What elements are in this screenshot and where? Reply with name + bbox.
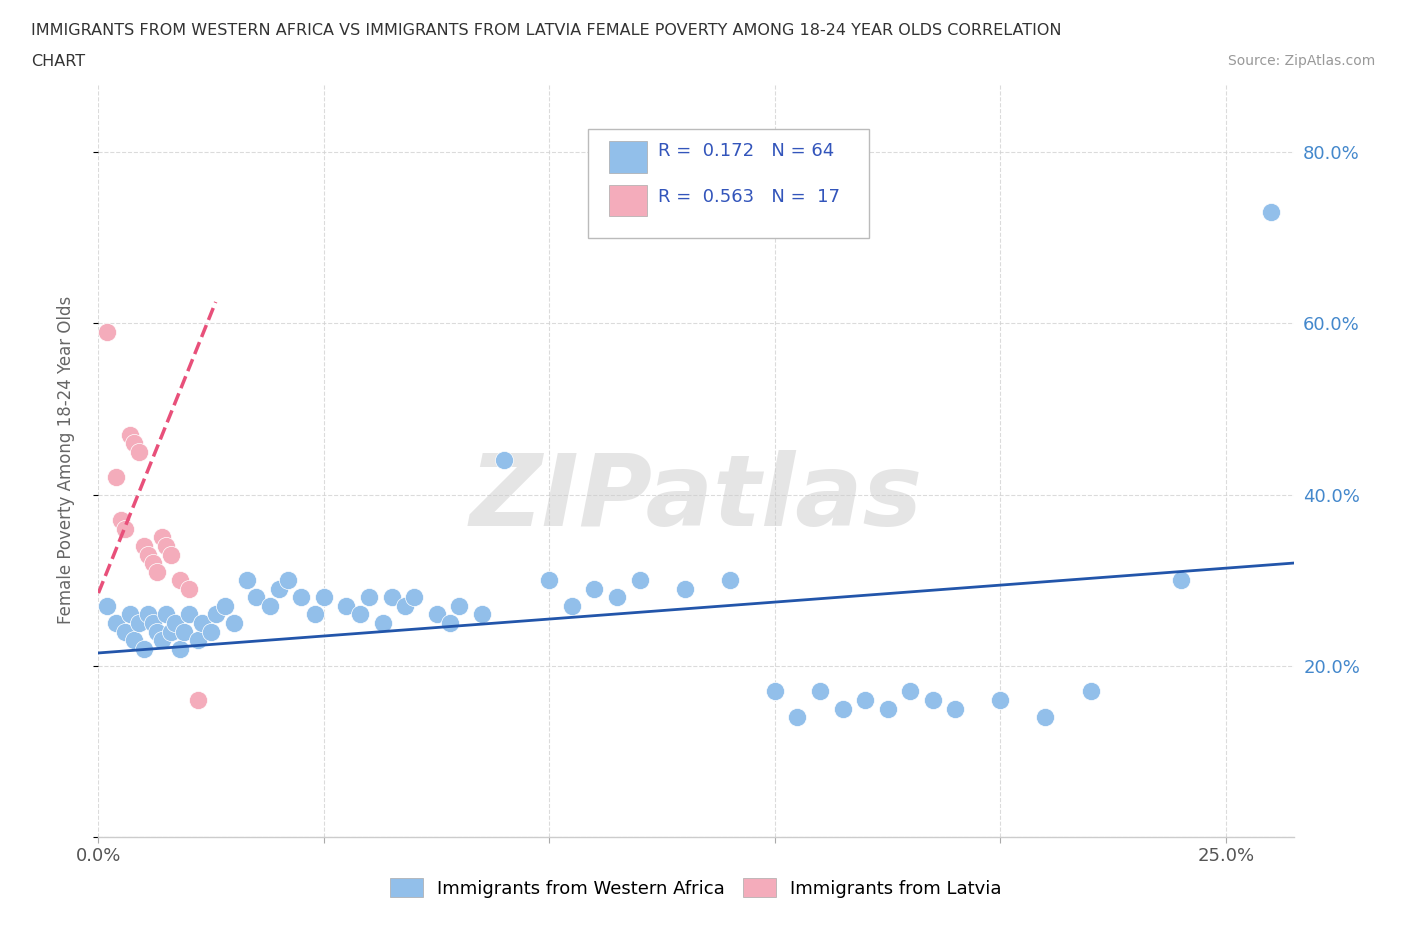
Point [426,607,449,622]
Point [200,624,222,639]
Point [118,427,141,442]
Point [155,607,177,622]
Point [628,573,651,588]
Point [132,642,155,657]
Point [394,598,416,613]
Point [357,590,380,604]
Point [853,693,876,708]
Point [222,616,245,631]
Point [191,616,214,631]
Text: R =  0.563   N =  17: R = 0.563 N = 17 [658,188,839,206]
Point [898,684,921,699]
Point [187,632,209,647]
FancyBboxPatch shape [609,185,647,217]
Point [236,573,259,588]
Point [177,607,200,622]
Point [876,701,898,716]
Point [114,624,136,639]
Point [404,590,426,604]
Point [449,598,471,613]
Point [110,512,132,527]
Point [155,538,177,553]
Point [146,624,169,639]
Point [371,616,394,631]
Point [606,590,628,604]
Point [141,616,163,631]
Point [128,445,150,459]
Point [124,436,146,451]
Point [763,684,786,699]
FancyBboxPatch shape [589,129,869,238]
Point [943,701,966,716]
Point [96,598,118,613]
Point [808,684,831,699]
Text: IMMIGRANTS FROM WESTERN AFRICA VS IMMIGRANTS FROM LATVIA FEMALE POVERTY AMONG 18: IMMIGRANTS FROM WESTERN AFRICA VS IMMIGR… [31,23,1062,38]
Point [1170,573,1192,588]
Point [304,607,326,622]
Text: ZIPatlas: ZIPatlas [470,449,922,547]
Point [173,624,195,639]
Point [132,538,155,553]
Y-axis label: Female Poverty Among 18-24 Year Olds: Female Poverty Among 18-24 Year Olds [56,297,75,624]
Point [312,590,335,604]
Point [187,693,209,708]
Point [1260,205,1282,219]
Point [204,607,226,622]
Point [277,573,299,588]
Point [538,573,561,588]
Text: CHART: CHART [31,54,84,69]
Point [1035,710,1057,724]
Point [245,590,267,604]
Point [1080,684,1102,699]
Text: Source: ZipAtlas.com: Source: ZipAtlas.com [1227,54,1375,68]
Point [561,598,583,613]
Point [583,581,606,596]
Legend: Immigrants from Western Africa, Immigrants from Latvia: Immigrants from Western Africa, Immigran… [384,871,1008,905]
FancyBboxPatch shape [609,141,647,173]
Point [159,624,181,639]
Point [990,693,1012,708]
Point [150,530,173,545]
Point [831,701,853,716]
Point [214,598,236,613]
Point [177,581,200,596]
Point [718,573,741,588]
Point [165,616,187,631]
Point [141,555,163,570]
Point [169,642,191,657]
Point [335,598,357,613]
Point [136,547,159,562]
Point [439,616,461,631]
Point [290,590,312,604]
Point [494,453,516,468]
Point [150,632,173,647]
Point [96,325,118,339]
Point [105,470,128,485]
Point [124,632,146,647]
Point [267,581,290,596]
Point [380,590,402,604]
Point [114,522,136,537]
Text: R =  0.172   N = 64: R = 0.172 N = 64 [658,142,834,161]
Point [259,598,281,613]
Point [471,607,494,622]
Point [146,565,169,579]
Point [169,573,191,588]
Point [128,616,150,631]
Point [673,581,696,596]
Point [349,607,371,622]
Point [159,547,181,562]
Point [105,616,128,631]
Point [921,693,943,708]
Point [786,710,808,724]
Point [118,607,141,622]
Point [136,607,159,622]
